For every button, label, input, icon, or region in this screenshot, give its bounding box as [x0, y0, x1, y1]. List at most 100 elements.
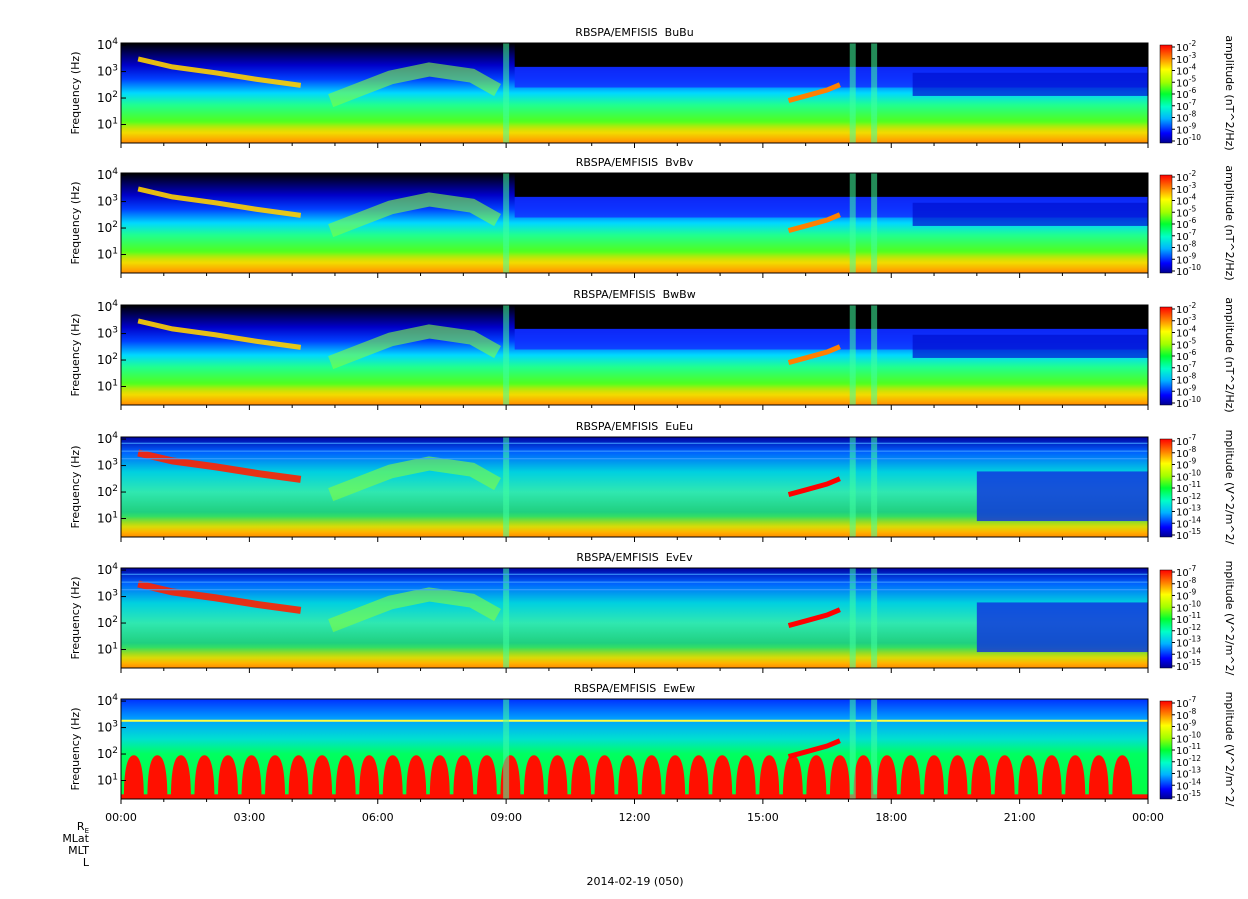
periodic-bump — [618, 755, 639, 799]
colorbar-tick-label: 10-4 — [1176, 63, 1196, 78]
periodic-bump — [453, 755, 474, 799]
colorbar-tick-label: 10-3 — [1176, 181, 1196, 196]
colorbar-tick-label: 10-10 — [1176, 263, 1201, 278]
periodic-bump — [1065, 755, 1086, 799]
spike — [503, 568, 510, 668]
y-axis-label: Frequency (Hz) — [69, 314, 82, 397]
spike — [849, 305, 856, 405]
periodic-bump — [688, 755, 709, 799]
y-axis-label: Frequency (Hz) — [69, 52, 82, 135]
panel-title: RBSPA/EMFISIS EvEv — [576, 551, 693, 564]
colorbar-tick-label: 10-8 — [1176, 240, 1196, 255]
panel-title: RBSPA/EMFISIS EwEw — [574, 682, 695, 695]
periodic-bump — [1041, 755, 1062, 799]
colorbar-tick-label: 10-2 — [1176, 301, 1196, 316]
colorbar-tick-label: 10-9 — [1176, 719, 1196, 734]
periodic-bump — [665, 755, 686, 799]
y-axis-label: Frequency (Hz) — [69, 446, 82, 529]
periodic-bump — [782, 755, 803, 799]
spike — [503, 173, 510, 273]
colorbar-tick-label: 10-12 — [1176, 492, 1201, 507]
periodic-bump — [1088, 755, 1109, 799]
colorbar-label: mplitude (V^2/m^2/ — [1223, 430, 1236, 545]
colorbar-tick-label: 10-4 — [1176, 325, 1196, 340]
spike — [871, 173, 878, 273]
periodic-bump — [523, 755, 544, 799]
colorbar — [1159, 569, 1173, 669]
y-tick-label: 101 — [97, 246, 118, 261]
colorbar-tick-label: 10-7 — [1176, 98, 1196, 113]
colorbar-tick-label: 10-15 — [1176, 527, 1201, 542]
colorbar-tick-label: 10-6 — [1176, 86, 1196, 101]
y-tick-label: 102 — [97, 746, 118, 761]
colorbar-tick-label: 10-11 — [1176, 742, 1201, 757]
colorbar-tick-label: 10-9 — [1176, 588, 1196, 603]
colorbar-label: mplitude (V^2/m^2/ — [1223, 561, 1236, 676]
spike — [849, 43, 856, 143]
periodic-bump — [335, 755, 356, 799]
hiss-band — [328, 456, 501, 502]
x-tick-label: 09:00 — [490, 811, 522, 824]
emic-feature — [787, 212, 841, 234]
colorbar-tick-label: 10-2 — [1176, 169, 1196, 184]
periodic-bump — [1112, 755, 1133, 799]
colorbar-label: mplitude (V^2/m^2/ — [1223, 692, 1236, 807]
periodic-bump — [712, 755, 733, 799]
periodic-bump — [571, 755, 592, 799]
periodic-bump — [971, 755, 992, 799]
panel-2: RBSPA/EMFISIS BvBv Frequency (Hz) 101 102 10… — [69, 156, 1236, 281]
colorbar-tick-label: 10-7 — [1176, 695, 1196, 710]
low-frequency-band — [121, 252, 1148, 273]
emic-feature — [787, 476, 841, 498]
colorbar-tick-label: 10-5 — [1176, 336, 1196, 351]
colorbar-tick-label: 10-9 — [1176, 121, 1196, 136]
colorbar — [1159, 700, 1173, 800]
colorbar-tick-label: 10-14 — [1176, 646, 1201, 661]
colorbar-label: amplitude (nT^2/Hz) — [1223, 165, 1236, 280]
low-frequency-band — [121, 516, 1148, 537]
colorbar-tick-label: 10-13 — [1176, 635, 1201, 650]
x-tick-label: 00:00 — [1132, 811, 1164, 824]
spike — [849, 437, 856, 537]
periodic-bump — [194, 755, 215, 799]
colorbar-tick-label: 10-7 — [1176, 564, 1196, 579]
dark-high-freq-region — [514, 173, 1148, 197]
y-tick-label: 102 — [97, 615, 118, 630]
dark-high-freq-region — [514, 305, 1148, 329]
ephemeris-label: MLat — [62, 832, 89, 845]
spike — [503, 43, 510, 143]
low-frequency-band — [121, 122, 1148, 143]
colorbar-tick-label: 10-7 — [1176, 228, 1196, 243]
y-tick-label: 103 — [97, 720, 118, 735]
y-tick-label: 102 — [97, 90, 118, 105]
periodic-bump — [900, 755, 921, 799]
spike — [871, 699, 878, 799]
y-tick-label: 103 — [97, 458, 118, 473]
y-tick-label: 103 — [97, 589, 118, 604]
colorbar — [1159, 306, 1173, 406]
y-tick-label: 102 — [97, 352, 118, 367]
periodic-bump — [265, 755, 286, 799]
periodic-bump — [406, 755, 427, 799]
periodic-bump — [735, 755, 756, 799]
colorbar-tick-label: 10-7 — [1176, 360, 1196, 375]
blue-region-late — [976, 602, 1148, 653]
y-tick-label: 104 — [97, 693, 118, 708]
colorbar-tick-label: 10-8 — [1176, 110, 1196, 125]
y-tick-label: 101 — [97, 772, 118, 787]
periodic-bump — [1018, 755, 1039, 799]
periodic-bump — [123, 755, 144, 799]
colorbar-tick-label: 10-11 — [1176, 611, 1201, 626]
y-tick-label: 101 — [97, 116, 118, 131]
colorbar-tick-label: 10-10 — [1176, 599, 1201, 614]
periodic-bump — [476, 755, 497, 799]
colorbar-tick-label: 10-8 — [1176, 372, 1196, 387]
colorbar-tick-label: 10-12 — [1176, 623, 1201, 638]
spike — [849, 699, 856, 799]
periodic-bump — [547, 755, 568, 799]
panel-title: RBSPA/EMFISIS BvBv — [576, 156, 694, 169]
periodic-bump — [829, 755, 850, 799]
spike — [871, 43, 878, 143]
colorbar-tick-label: 10-15 — [1176, 658, 1201, 673]
blue-region-late — [912, 334, 1148, 358]
